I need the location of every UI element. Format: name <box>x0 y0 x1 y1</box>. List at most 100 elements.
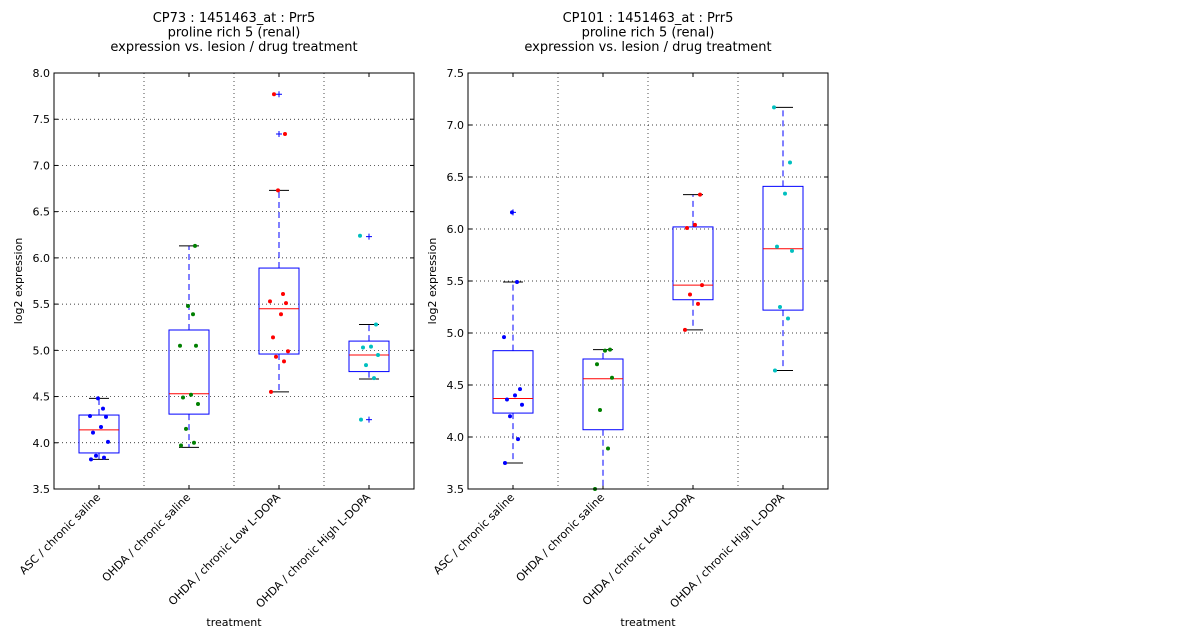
x-tick-label: OHDA / chronic saline <box>514 491 608 585</box>
outlier-marker <box>366 416 372 423</box>
data-point <box>372 376 376 381</box>
data-point <box>268 299 272 304</box>
chart-title-line: proline rich 5 (renal) <box>168 26 301 41</box>
data-point <box>181 395 185 400</box>
data-point <box>89 457 93 462</box>
data-point <box>279 312 283 317</box>
data-point <box>102 455 106 460</box>
data-point <box>510 210 514 215</box>
y-tick-label: 6.0 <box>447 223 465 236</box>
data-point <box>272 92 276 97</box>
data-point <box>101 406 105 411</box>
y-axis-label: log2 expression <box>12 238 25 325</box>
data-point <box>358 233 362 238</box>
y-tick-label: 3.5 <box>33 483 51 496</box>
data-point <box>178 343 182 348</box>
data-point <box>595 362 599 367</box>
data-point <box>276 188 280 193</box>
data-point <box>773 368 777 373</box>
y-tick-label: 7.0 <box>33 159 51 172</box>
data-point <box>700 283 704 288</box>
data-point <box>269 389 273 394</box>
data-point <box>88 413 92 418</box>
data-point <box>191 312 195 317</box>
data-point <box>286 349 290 354</box>
data-point <box>603 348 607 353</box>
data-point <box>772 105 776 110</box>
data-point <box>194 343 198 348</box>
data-point <box>610 375 614 380</box>
data-point <box>361 345 365 350</box>
data-point <box>503 461 507 465</box>
outlier-marker <box>276 131 282 138</box>
y-tick-label: 5.0 <box>447 327 465 340</box>
x-tick-label: OHDA / chronic saline <box>100 491 194 585</box>
iqr-box <box>258 267 300 355</box>
chart-title-line: expression vs. lesion / drug treatment <box>524 40 771 55</box>
y-tick-label: 6.0 <box>33 252 51 265</box>
data-point <box>283 132 287 137</box>
y-tick-label: 6.5 <box>33 206 51 219</box>
y-tick-label: 6.5 <box>447 171 465 184</box>
y-tick-label: 7.5 <box>33 113 51 126</box>
iqr-box <box>492 350 534 414</box>
data-point <box>369 344 373 349</box>
y-tick-label: 4.5 <box>447 379 465 392</box>
data-point <box>96 396 100 401</box>
iqr-box <box>348 340 390 373</box>
box-series-4 <box>348 233 390 423</box>
data-point <box>376 352 380 357</box>
y-tick-label: 4.0 <box>447 431 465 444</box>
data-point <box>598 407 602 412</box>
data-point <box>193 243 197 248</box>
data-point <box>94 453 98 458</box>
data-point <box>281 291 285 296</box>
box-series-3 <box>672 192 714 332</box>
data-point <box>698 192 702 197</box>
x-axis-label: treatment <box>620 616 676 629</box>
chart-title-line: CP101 : 1451463_at : Prr5 <box>563 11 734 26</box>
data-point <box>359 417 363 422</box>
data-point <box>688 292 692 297</box>
y-tick-label: 3.5 <box>447 483 465 496</box>
data-point <box>179 443 183 448</box>
data-point <box>186 303 190 308</box>
data-point <box>364 363 368 368</box>
data-point <box>192 440 196 445</box>
iqr-box <box>78 414 120 454</box>
data-point <box>783 191 787 196</box>
box-series-2 <box>582 347 624 491</box>
data-point <box>696 301 700 306</box>
box-series-1 <box>78 396 120 462</box>
y-tick-label: 7.0 <box>447 119 465 132</box>
iqr-box <box>762 185 804 311</box>
y-tick-label: 4.0 <box>33 437 51 450</box>
data-point <box>99 425 103 430</box>
iqr-box <box>672 226 714 301</box>
x-tick-label: ASC / chronic saline <box>431 491 517 577</box>
x-axis-label: treatment <box>206 616 262 629</box>
data-point <box>508 414 512 419</box>
box-series-4 <box>762 105 804 373</box>
data-point <box>196 401 200 406</box>
data-point <box>515 280 519 285</box>
data-point <box>778 305 782 309</box>
data-point <box>606 446 610 451</box>
y-tick-label: 4.5 <box>33 391 51 404</box>
chart-title-line: proline rich 5 (renal) <box>582 26 715 41</box>
data-point <box>685 225 689 230</box>
chart-title-line: expression vs. lesion / drug treatment <box>110 40 357 55</box>
data-point <box>775 244 779 249</box>
data-point <box>502 335 506 340</box>
y-tick-label: 8.0 <box>33 67 51 80</box>
data-point <box>788 160 792 165</box>
data-point <box>518 387 522 392</box>
iqr-box <box>582 358 624 431</box>
data-point <box>284 301 288 306</box>
data-point <box>282 359 286 364</box>
data-point <box>790 248 794 253</box>
y-tick-label: 5.5 <box>447 275 465 288</box>
x-tick-label: ASC / chronic saline <box>17 491 103 577</box>
